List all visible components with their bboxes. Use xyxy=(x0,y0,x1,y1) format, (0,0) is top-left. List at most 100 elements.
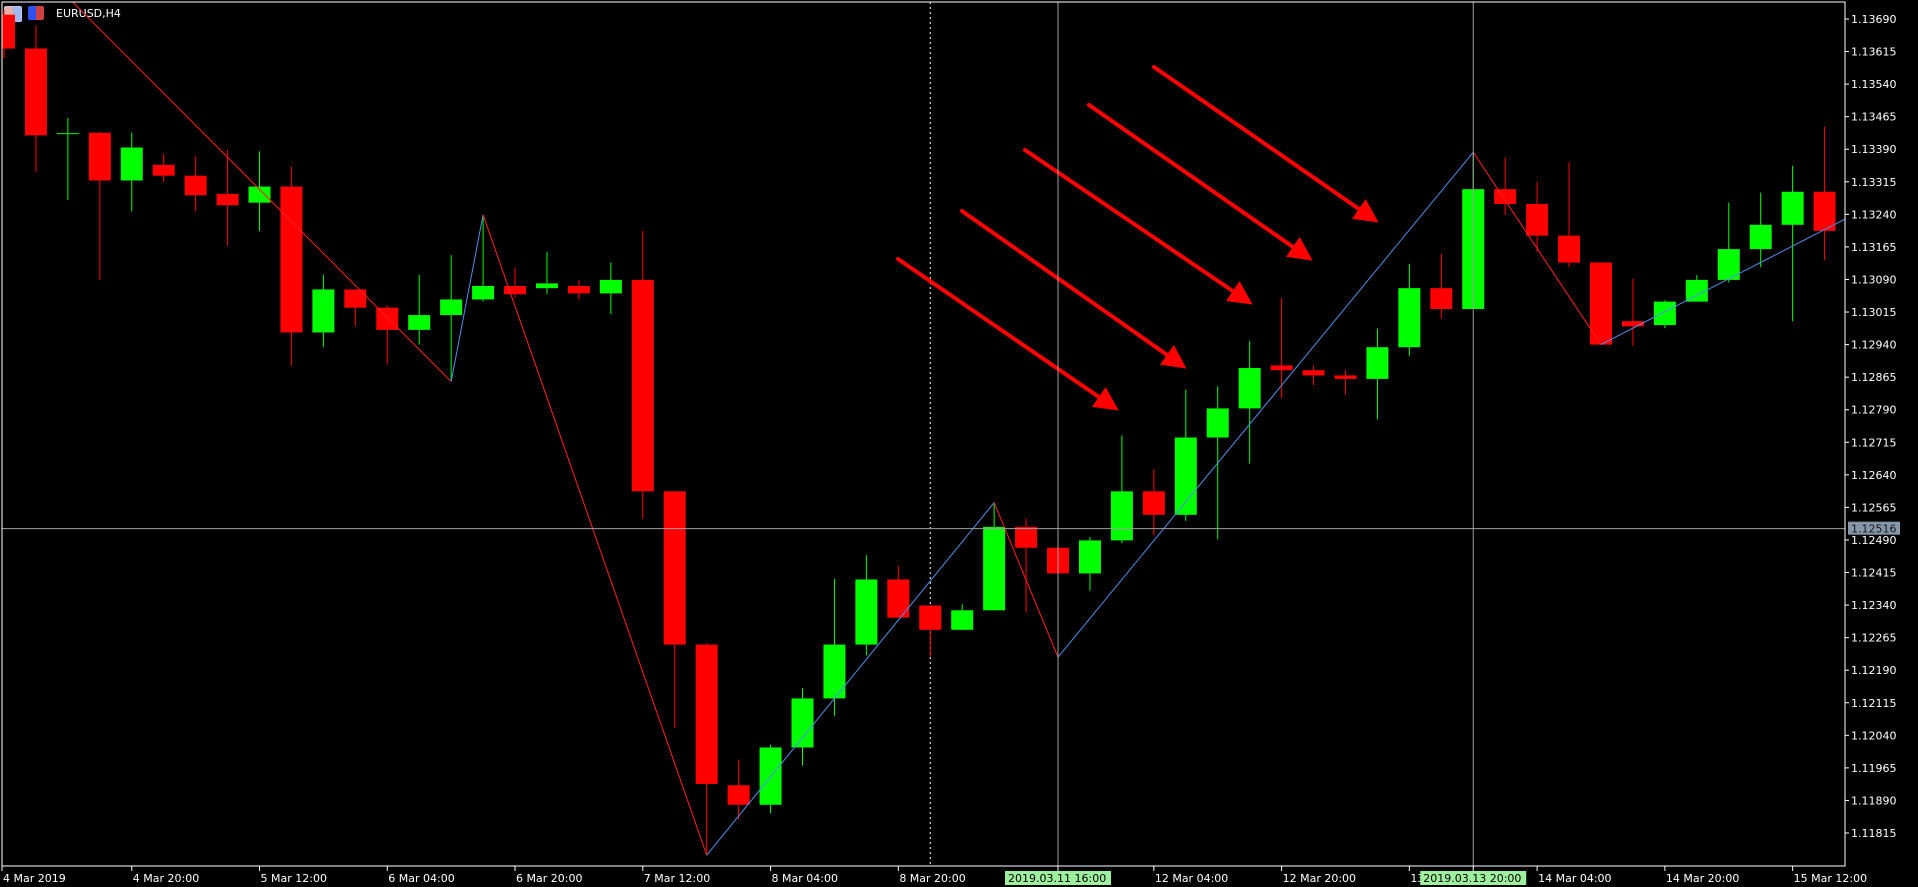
candle-bull[interactable] xyxy=(408,274,431,345)
candle-bear[interactable] xyxy=(152,153,175,182)
candle-bear[interactable] xyxy=(216,150,239,246)
candle-bull[interactable] xyxy=(759,744,782,814)
candle-body xyxy=(1749,224,1772,250)
candle-body xyxy=(535,283,558,289)
plot-frame xyxy=(1,1,1846,867)
price-label: 1.12115 xyxy=(1851,697,1897,710)
candle-bull[interactable] xyxy=(1110,435,1133,543)
candle-bear[interactable] xyxy=(567,279,590,300)
candle-bear[interactable] xyxy=(1621,278,1644,346)
symbol-title: EURUSD,H4 xyxy=(56,7,121,20)
zigzag-segment-up xyxy=(450,214,484,382)
candle-body xyxy=(1015,526,1038,548)
candle-body xyxy=(1174,437,1197,515)
candle-bear[interactable] xyxy=(727,759,750,820)
candle-bull[interactable] xyxy=(1398,263,1421,356)
price-label: 1.12340 xyxy=(1851,599,1897,612)
arrow-annotation[interactable] xyxy=(1023,148,1253,305)
price-label: 1.12640 xyxy=(1851,469,1897,482)
arrow-annotation[interactable] xyxy=(1087,103,1313,261)
candle-body xyxy=(663,491,686,645)
price-label: 1.12715 xyxy=(1851,436,1897,449)
time-label: 7 Mar 12:00 xyxy=(644,872,710,885)
candle-bull[interactable] xyxy=(1781,165,1804,322)
candle-bull[interactable] xyxy=(535,251,558,295)
price-label: 1.12190 xyxy=(1851,664,1897,677)
candle-body xyxy=(2,14,15,49)
candle-bear[interactable] xyxy=(1270,298,1293,399)
candle-bear[interactable] xyxy=(663,491,686,728)
candle-bull[interactable] xyxy=(1685,275,1708,302)
candle-body xyxy=(1430,288,1453,310)
candle-body xyxy=(152,164,175,176)
price-label: 1.13165 xyxy=(1851,241,1897,254)
time-label: 8 Mar 20:00 xyxy=(899,872,965,885)
candle-bull[interactable] xyxy=(1717,202,1740,283)
candle-bear[interactable] xyxy=(376,305,399,365)
candle-bull[interactable] xyxy=(855,555,878,656)
candle-bear[interactable] xyxy=(1302,365,1325,385)
candle-bull[interactable] xyxy=(1238,341,1261,464)
candle-bull[interactable] xyxy=(1078,536,1101,591)
candle-bear[interactable] xyxy=(1494,157,1517,215)
candle-bull[interactable] xyxy=(440,255,463,382)
candle-bear[interactable] xyxy=(88,131,111,280)
candle-bear[interactable] xyxy=(1142,469,1165,536)
price-label: 1.12265 xyxy=(1851,632,1897,645)
candle-bull[interactable] xyxy=(1653,300,1676,329)
candle-bear[interactable] xyxy=(1813,126,1836,260)
crosshair-time-label: 2019.03.13 20:00 xyxy=(1423,872,1521,885)
candle-bull[interactable] xyxy=(599,262,622,315)
candle-body xyxy=(1366,347,1389,379)
candle-bear[interactable] xyxy=(344,289,367,327)
candle-bear[interactable] xyxy=(1015,518,1038,613)
candle-bear[interactable] xyxy=(280,167,303,366)
candle-bull[interactable] xyxy=(1366,328,1389,420)
candle-bear[interactable] xyxy=(1558,162,1581,268)
candle-bear[interactable] xyxy=(631,230,654,519)
candle-bear[interactable] xyxy=(1334,370,1357,395)
candle-body xyxy=(631,279,654,492)
zigzag-segment-down xyxy=(1472,152,1602,345)
candle-bull[interactable] xyxy=(951,604,974,630)
candle-bull[interactable] xyxy=(248,151,271,231)
candle-bear[interactable] xyxy=(887,566,910,618)
candle-bear[interactable] xyxy=(0,9,15,59)
price-label: 1.11890 xyxy=(1851,794,1897,807)
zigzag-segment-up xyxy=(1057,151,1474,658)
arrow-annotation[interactable] xyxy=(896,257,1119,411)
zigzag-indicator xyxy=(71,2,1845,856)
price-label: 1.13015 xyxy=(1851,306,1897,319)
candle-body xyxy=(1334,375,1357,379)
candle-bull[interactable] xyxy=(1749,192,1772,268)
candle-body xyxy=(24,48,47,136)
candle-bear[interactable] xyxy=(695,643,718,856)
candle-bear[interactable] xyxy=(24,25,47,172)
candle-body xyxy=(472,285,495,300)
arrow-annotation[interactable] xyxy=(960,209,1187,369)
crosshair-time-label: 2019.03.11 16:00 xyxy=(1008,872,1106,885)
crosshair-time-box xyxy=(1005,871,1112,885)
candle-body xyxy=(695,644,718,784)
candle-body xyxy=(1621,321,1644,327)
candle-bull[interactable] xyxy=(823,578,846,716)
candle-bear[interactable] xyxy=(504,267,527,298)
candle-bull[interactable] xyxy=(312,274,335,348)
arrow-annotation[interactable] xyxy=(1152,65,1379,223)
candle-bear[interactable] xyxy=(1590,262,1612,345)
candle-bull[interactable] xyxy=(472,214,495,302)
candle-bear[interactable] xyxy=(919,605,942,657)
candle-bull[interactable] xyxy=(56,117,79,201)
candle-bull[interactable] xyxy=(983,502,1006,611)
candle-bear[interactable] xyxy=(1430,253,1453,319)
candle-bear[interactable] xyxy=(1526,181,1549,252)
expert-advisor-icon[interactable] xyxy=(28,6,44,20)
time-label: 12 Mar 04:00 xyxy=(1155,872,1228,885)
candle-bull[interactable] xyxy=(791,688,814,766)
time-label: 5 Mar 12:00 xyxy=(261,872,327,885)
candle-body xyxy=(567,285,590,294)
candle-bear[interactable] xyxy=(184,156,207,212)
candle-bull[interactable] xyxy=(120,132,143,212)
